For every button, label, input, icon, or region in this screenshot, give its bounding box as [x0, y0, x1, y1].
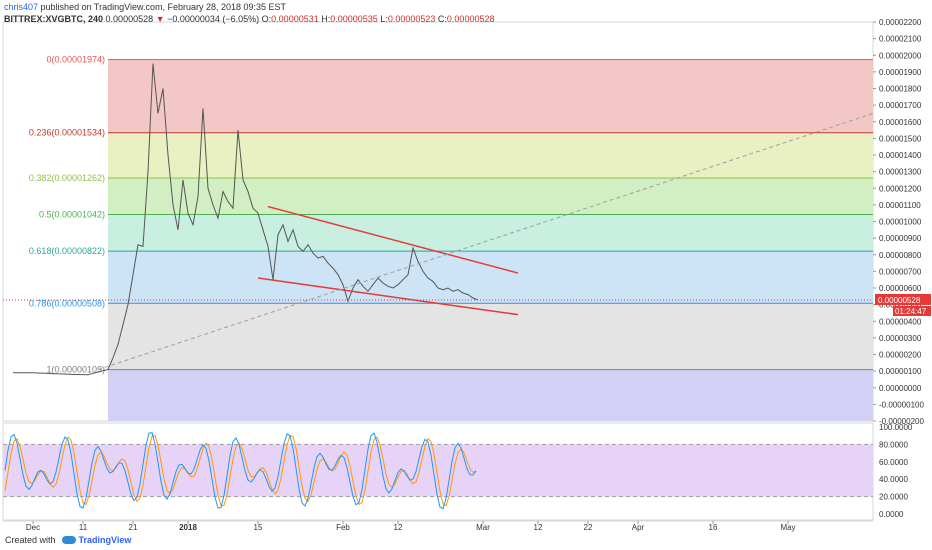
time-tick-label: Dec [26, 523, 40, 532]
low-label: L: [380, 14, 388, 24]
time-tick-label: 2018 [179, 523, 197, 532]
created-with-text: Created with [5, 535, 56, 545]
fib-band-0 [108, 59, 873, 133]
high-label: H: [321, 14, 331, 24]
price-tick-label: -0.00000100 [879, 400, 924, 409]
price-tick-label: 0.00001500 [879, 134, 922, 143]
change-value: −0.00000034 (−6.05%) [167, 14, 260, 24]
time-tick-label: May [780, 523, 795, 532]
close-label: C: [437, 14, 447, 24]
stochastic-tick-label: 80.0000 [879, 440, 908, 449]
price-line [13, 63, 479, 376]
time-tick-label: 12 [534, 523, 543, 532]
stochastic-tick-label: 100.0000 [879, 423, 913, 432]
change-arrow-icon: ▼ [155, 14, 165, 24]
countdown-label: 01:24:47 [895, 307, 927, 316]
upper-trendline [267, 205, 519, 274]
last-price-tag [875, 293, 931, 305]
brand-text: TradingView [78, 535, 132, 545]
cloud-icon [61, 536, 76, 544]
symbol-label: BITTREX:XVGBTC, 240 [4, 14, 104, 24]
time-tick-label: 16 [709, 523, 718, 532]
price-tick-label: 0.00000500 [879, 301, 922, 310]
time-tick-label: Mar [476, 523, 490, 532]
price-tick-label: 0.00000600 [879, 284, 922, 293]
price-tick-label: 0.00001300 [879, 168, 922, 177]
close-value: 0.00000528 [105, 14, 154, 24]
stochastic-tick-label: 20.0000 [879, 493, 908, 502]
fib-band-6 [108, 369, 873, 421]
fib-label-0.786: 0.786(0.00000508) [29, 298, 105, 308]
price-tick-label: 0.00002200 [879, 18, 922, 27]
fib-band-4 [108, 251, 873, 304]
fib-band-3 [108, 214, 873, 252]
price-tick-label: 0.00000200 [879, 351, 922, 360]
time-axis: Dec 11 21 2018 15 Feb 12 Mar 12 22 Apr 16 May [3, 520, 873, 532]
price-tick-label: 0.00001700 [879, 101, 922, 110]
price-tick-label: 0.00000400 [879, 317, 922, 326]
price-tick-label: 0.00001400 [879, 151, 922, 160]
stochastic-tick-label: 60.0000 [879, 458, 908, 467]
high-value: 0.00000535 [330, 14, 378, 24]
fib-band-5 [108, 303, 873, 370]
stochastic-band [3, 444, 873, 497]
published-text: published on TradingView.com, February 2… [40, 2, 287, 12]
price-tick-label: 0.00000300 [879, 334, 922, 343]
time-tick-label: 22 [584, 523, 593, 532]
fib-band-2 [108, 177, 873, 215]
stochastic-tick-label: 0.0000 [879, 510, 904, 519]
price-tick-label: 0.00002000 [879, 51, 922, 60]
last-price-label: 0.00000528 [878, 296, 921, 305]
close-ohlc-value: 0.00000528 [446, 14, 495, 24]
countdown-tag [893, 305, 931, 316]
fib-label-1: 1(0.00000109) [46, 365, 105, 375]
time-tick-label: 12 [394, 523, 403, 532]
fib-label-0.618: 0.618(0.00000822) [29, 246, 105, 256]
price-axis: 0.00002200 0.00002100 0.00002000 0.00001900… [873, 18, 924, 426]
time-tick-label: Feb [336, 523, 350, 532]
footer: Created with TradingView [5, 535, 131, 545]
price-tick-label: 0.00001600 [879, 118, 922, 127]
stochastic-k-line [4, 432, 477, 510]
tradingview-logo[interactable]: TradingView [61, 535, 132, 545]
author-link[interactable]: chris407 [4, 2, 39, 12]
fib-label-0.236: 0.236(0.00001534) [29, 128, 105, 138]
diagonal-trendline [97, 112, 874, 371]
price-tick-label: 0.00000900 [879, 234, 922, 243]
price-tick-label: 0.00000700 [879, 267, 922, 276]
time-tick-label: 21 [129, 523, 138, 532]
lower-trendline [257, 277, 519, 316]
fib-band-1 [108, 132, 873, 178]
fib-label-0: 0(0.00001974) [46, 55, 105, 65]
fib-label-0.382: 0.382(0.00001262) [29, 173, 105, 183]
price-tick-label: 0.00001900 [879, 68, 922, 77]
time-tick-label: Apr [632, 523, 645, 532]
fib-label-0.5: 0.5(0.00001042) [39, 210, 105, 220]
price-tick-label: -0.00000200 [879, 417, 924, 426]
low-value: 0.00000523 [387, 14, 436, 24]
price-tick-label: 0.00000800 [879, 251, 922, 260]
chart-header: chris407 published on TradingView.com, F… [4, 1, 494, 25]
time-tick-label: 15 [254, 523, 263, 532]
price-tick-label: 0.00001100 [879, 201, 921, 210]
open-label: O: [261, 14, 272, 24]
price-tick-label: 0.00001200 [879, 184, 922, 193]
price-tick-label: 0.00000000 [879, 384, 922, 393]
price-tick-label: 0.00000100 [879, 367, 922, 376]
time-tick-label: 11 [79, 523, 88, 532]
stochastic-tick-label: 40.0000 [879, 475, 908, 484]
price-tick-label: 0.00001000 [879, 218, 922, 227]
stochastic-axis: 100.0000 80.0000 60.0000 40.0000 20.0000 0.00… [879, 423, 913, 519]
stochastic-d-line [4, 434, 477, 507]
price-tick-label: 0.00002100 [879, 35, 922, 44]
open-value: 0.00000531 [271, 14, 319, 24]
price-tick-label: 0.00001800 [879, 85, 922, 94]
